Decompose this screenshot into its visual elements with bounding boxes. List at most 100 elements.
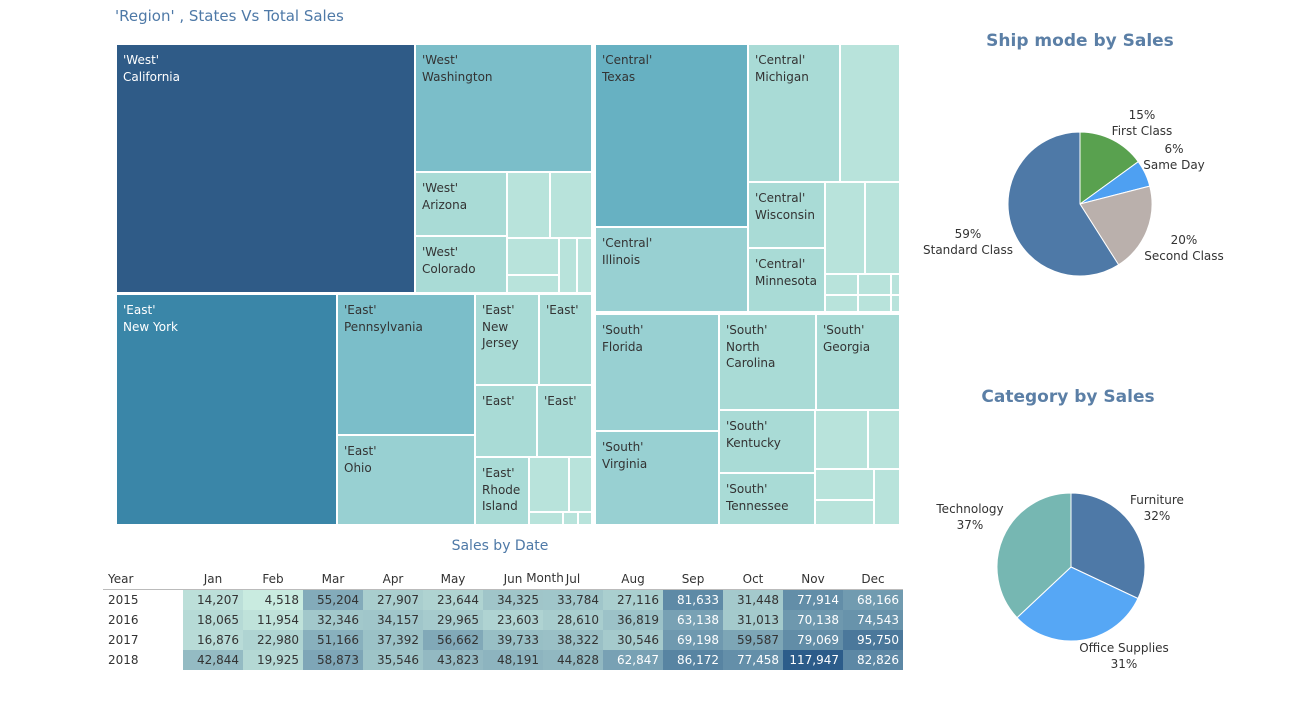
heatmap-month-header: Sep <box>663 568 723 590</box>
treemap-cell-small <box>825 274 858 295</box>
heatmap-cell: 58,873 <box>303 650 363 670</box>
treemap-cell-small <box>815 500 874 525</box>
treemap-cell-small <box>815 469 874 500</box>
treemap-cell-small <box>577 238 592 293</box>
heatmap-month-header: Feb <box>243 568 303 590</box>
treemap-cell-small <box>865 182 900 274</box>
treemap-cell-label: 'West' Arizona <box>422 181 468 212</box>
heatmap-cell: 79,069 <box>783 630 843 650</box>
heatmap-cell: 34,325 <box>483 589 543 610</box>
treemap-cell-small <box>840 44 900 182</box>
heatmap-cell: 51,166 <box>303 630 363 650</box>
treemap-cell-label: 'East' Ohio <box>344 444 377 475</box>
heatmap-cell: 117,947 <box>783 650 843 670</box>
heatmap-year-label: 2015 <box>108 593 139 607</box>
heatmap-month-header: Oct <box>723 568 783 590</box>
heatmap-cell: 16,876 <box>183 630 243 650</box>
treemap-cell: 'Central' Wisconsin <box>748 182 825 248</box>
treemap-cell-label: 'West' Washington <box>422 53 493 84</box>
heatmap-header-row: Year Jan Feb Mar Apr May Jun Jul Aug Sep Oct Nov De… <box>103 568 903 590</box>
heatmap-month-header: Dec <box>843 568 903 590</box>
treemap-cell-label: 'East' Rhode Island <box>482 466 521 513</box>
heatmap-cell: 23,603 <box>483 610 543 630</box>
treemap-cell: 'East' New Jersey <box>475 294 539 385</box>
heatmap-cell: 18,065 <box>183 610 243 630</box>
heatmap-cell: 33,784 <box>543 589 603 610</box>
treemap-cell-label: 'South' Tennessee <box>726 482 789 513</box>
heatmap-cell: 27,907 <box>363 589 423 610</box>
heatmap: Year Jan Feb Mar Apr May Jun Jul Aug Sep Oct Nov De… <box>103 568 903 670</box>
heatmap-cell: 37,392 <box>363 630 423 650</box>
heatmap-row: 2016 18,065 11,954 32,346 34,157 29,965 23,603… <box>103 610 903 630</box>
heatmap-cell: 69,198 <box>663 630 723 650</box>
heatmap-cell: 35,546 <box>363 650 423 670</box>
heatmap-month-header: Jul <box>543 568 603 590</box>
heatmap-cell: 30,546 <box>603 630 663 650</box>
heatmap-cell: 11,954 <box>243 610 303 630</box>
pie-label-furniture: Furniture 32% <box>1130 493 1184 523</box>
pie-slice-second-class <box>1079 185 1153 266</box>
treemap-cell-small <box>825 182 865 274</box>
heatmap-cell: 48,191 <box>483 650 543 670</box>
heatmap-cell: 27,116 <box>603 589 663 610</box>
treemap-cell: 'East' <box>475 385 537 457</box>
heatmap-month-header: Aug <box>603 568 663 590</box>
heatmap-cell: 68,166 <box>843 589 903 610</box>
category-pie <box>996 492 1146 642</box>
treemap-cell: 'West' Arizona <box>415 172 507 236</box>
treemap-cell: 'South' Florida <box>595 314 719 431</box>
heatmap-month-header: Mar <box>303 568 363 590</box>
pie-slice-standard-class <box>1007 131 1120 277</box>
heatmap-year-label: 2017 <box>108 633 139 647</box>
pie-label-technology: Technology 37% <box>936 502 1004 532</box>
treemap-cell: 'Central' Illinois <box>595 227 748 312</box>
treemap-cell-label: 'Central' Wisconsin <box>755 191 815 222</box>
heatmap-cell: 34,157 <box>363 610 423 630</box>
heatmap-cell: 23,644 <box>423 589 483 610</box>
heatmap-month-header: Apr <box>363 568 423 590</box>
treemap-cell-label: 'South' North Carolina <box>726 323 776 370</box>
treemap-cell-small <box>868 410 900 469</box>
treemap-cell-small <box>578 512 592 525</box>
treemap-cell-small <box>874 469 900 525</box>
heatmap-cell: 14,207 <box>183 589 243 610</box>
heatmap-cell: 77,914 <box>783 589 843 610</box>
treemap-cell-label: 'Central' Texas <box>602 53 653 84</box>
pie-label-same-day: 6% Same Day <box>1143 142 1205 172</box>
treemap-cell-small <box>529 457 569 512</box>
heatmap-cell: 22,980 <box>243 630 303 650</box>
treemap-cell-label: 'East' <box>546 303 579 317</box>
pie-label-first-class: 15% First Class <box>1111 108 1173 138</box>
treemap-cell-small <box>550 172 592 238</box>
pie-label-standard-class: 59% Standard Class <box>923 227 1013 257</box>
category-title: Category by Sales <box>981 387 1155 407</box>
treemap-cell-small <box>559 238 577 293</box>
heatmap-month-header: Jan <box>183 568 243 590</box>
ship-mode-title: Ship mode by Sales <box>986 31 1174 51</box>
treemap-cell-small <box>815 410 868 469</box>
heatmap-cell: 55,204 <box>303 589 363 610</box>
heatmap-cell: 38,322 <box>543 630 603 650</box>
heatmap-cell: 62,847 <box>603 650 663 670</box>
treemap-cell: 'Central' Michigan <box>748 44 840 182</box>
heatmap-cell: 31,448 <box>723 589 783 610</box>
heatmap-cell: 29,965 <box>423 610 483 630</box>
treemap-cell-label: 'South' Virginia <box>602 440 648 471</box>
treemap-cell: 'South' Georgia <box>816 314 900 410</box>
heatmap-row: 2018 42,844 19,925 58,873 35,546 43,823 48,191… <box>103 650 903 670</box>
pie-label-office-supplies: Office Supplies 31% <box>1079 641 1169 671</box>
pie-slice-technology <box>996 492 1072 619</box>
treemap-cell-label: 'Central' Michigan <box>755 53 809 84</box>
treemap-cell-label: 'East' New York <box>123 303 178 334</box>
treemap-cell: 'East' <box>537 385 592 457</box>
heatmap-month-header: Jun <box>483 568 543 590</box>
heatmap-cell: 36,819 <box>603 610 663 630</box>
treemap-cell-small <box>563 512 578 525</box>
heatmap-title: Sales by Date <box>451 538 549 554</box>
treemap-cell: 'West' Washington <box>415 44 592 172</box>
heatmap-cell: 44,828 <box>543 650 603 670</box>
heatmap-cell: 31,013 <box>723 610 783 630</box>
heatmap-row-header: Year <box>103 568 183 590</box>
treemap-cell: 'East' Pennsylvania <box>337 294 475 435</box>
